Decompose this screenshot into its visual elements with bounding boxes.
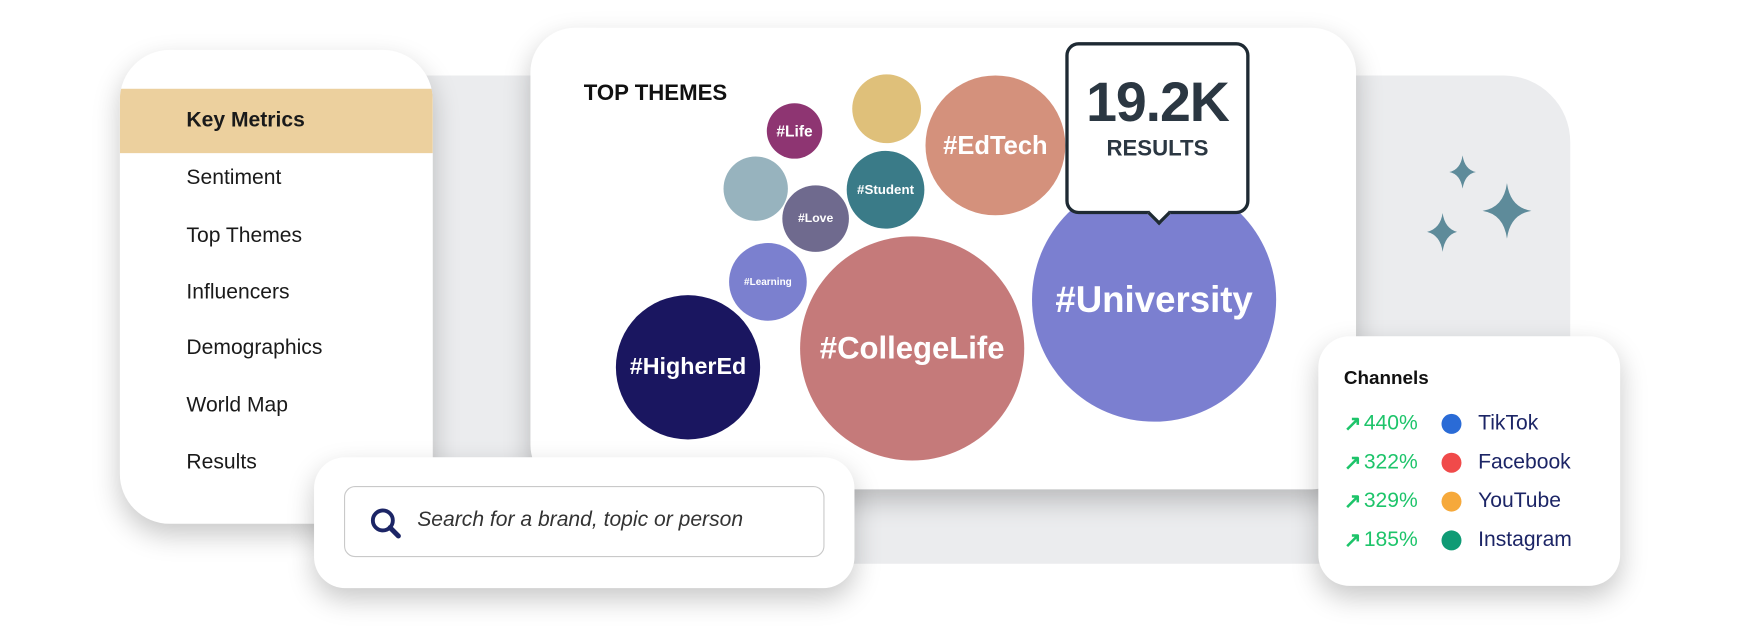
- channel-row: ↗ 440% TikTok: [1344, 407, 1538, 440]
- sidebar-item-top-themes[interactable]: Top Themes: [186, 224, 303, 248]
- results-count: 19.2K: [1086, 71, 1230, 134]
- channel-color-dot: [1441, 413, 1462, 434]
- trend-up-icon: ↗: [1343, 451, 1362, 475]
- bubble-edtech[interactable]: #EdTech: [925, 75, 1066, 216]
- sidebar-item-influencers[interactable]: Influencers: [186, 280, 290, 305]
- channel-row: ↗ 322% Facebook: [1344, 446, 1571, 479]
- sidebar-item-world-map[interactable]: World Map: [186, 393, 288, 418]
- bubble-label: #HigherEd: [629, 353, 747, 380]
- search-card: Search for a brand, topic or person: [314, 457, 855, 589]
- channel-color-dot: [1441, 491, 1462, 512]
- sidebar-item-sentiment[interactable]: Sentiment: [186, 166, 282, 190]
- results-tooltip: 19.2K RESULTS: [1065, 42, 1250, 215]
- search-input[interactable]: Search for a brand, topic or person: [344, 486, 825, 558]
- bubble-label: #University: [1055, 278, 1253, 320]
- channel-name: Facebook: [1478, 450, 1571, 474]
- channel-color-dot: [1441, 452, 1462, 473]
- channel-name: Instagram: [1478, 528, 1572, 552]
- bubble-life[interactable]: #Life: [766, 103, 823, 159]
- channel-name: TikTok: [1478, 411, 1539, 436]
- channel-change: 329%: [1363, 489, 1418, 513]
- bubble-label: #Student: [857, 181, 915, 198]
- top-themes-title: TOP THEMES: [583, 81, 728, 106]
- bubble-collegelife[interactable]: #CollegeLife: [800, 236, 1025, 461]
- bubble-label: #CollegeLife: [819, 330, 1005, 366]
- channel-row: ↗ 185% Instagram: [1344, 524, 1572, 557]
- search-icon: [370, 508, 401, 539]
- channel-change: 322%: [1363, 450, 1418, 474]
- bubble-label: #Life: [776, 122, 813, 140]
- channel-row: ↗ 329% YouTube: [1344, 485, 1561, 518]
- bubble-unlabeled[interactable]: [723, 156, 788, 221]
- channel-name: YouTube: [1478, 489, 1561, 513]
- bubble-university[interactable]: #University: [1032, 177, 1277, 422]
- bubble-label: #Love: [797, 211, 834, 226]
- channels-card: Channels ↗ 440% TikTok ↗ 322% Facebook ↗ 329% Yo…: [1318, 336, 1621, 586]
- sidebar-item-results[interactable]: Results: [186, 450, 257, 474]
- channel-change: 185%: [1363, 528, 1418, 552]
- channel-change: 440%: [1363, 411, 1418, 436]
- sidebar-item-key-metrics[interactable]: Key Metrics: [119, 88, 433, 154]
- sparkles-icon: [1427, 155, 1532, 252]
- trend-up-icon: ↗: [1343, 528, 1362, 553]
- bubble-highered[interactable]: #HigherEd: [615, 295, 761, 440]
- trend-up-icon: ↗: [1343, 412, 1362, 436]
- results-label: RESULTS: [1106, 136, 1209, 161]
- top-themes-card: TOP THEMES #Life #EdTech #Student #Love #Lea…: [530, 27, 1357, 490]
- channels-title: Channels: [1343, 367, 1429, 389]
- sidebar-item-demographics[interactable]: Demographics: [186, 336, 323, 360]
- bubble-love[interactable]: #Love: [782, 185, 849, 252]
- bubble-unlabeled[interactable]: [852, 74, 922, 144]
- bubble-label: #Learning: [744, 276, 792, 288]
- sidebar-nav: Key Metrics Sentiment Top Themes Influen…: [119, 49, 433, 524]
- bubble-learning[interactable]: #Learning: [729, 243, 807, 321]
- trend-up-icon: ↗: [1343, 489, 1362, 514]
- channel-color-dot: [1441, 530, 1462, 551]
- bubble-student[interactable]: #Student: [846, 150, 925, 229]
- search-placeholder: Search for a brand, topic or person: [417, 508, 744, 532]
- bubble-label: #EdTech: [943, 130, 1048, 160]
